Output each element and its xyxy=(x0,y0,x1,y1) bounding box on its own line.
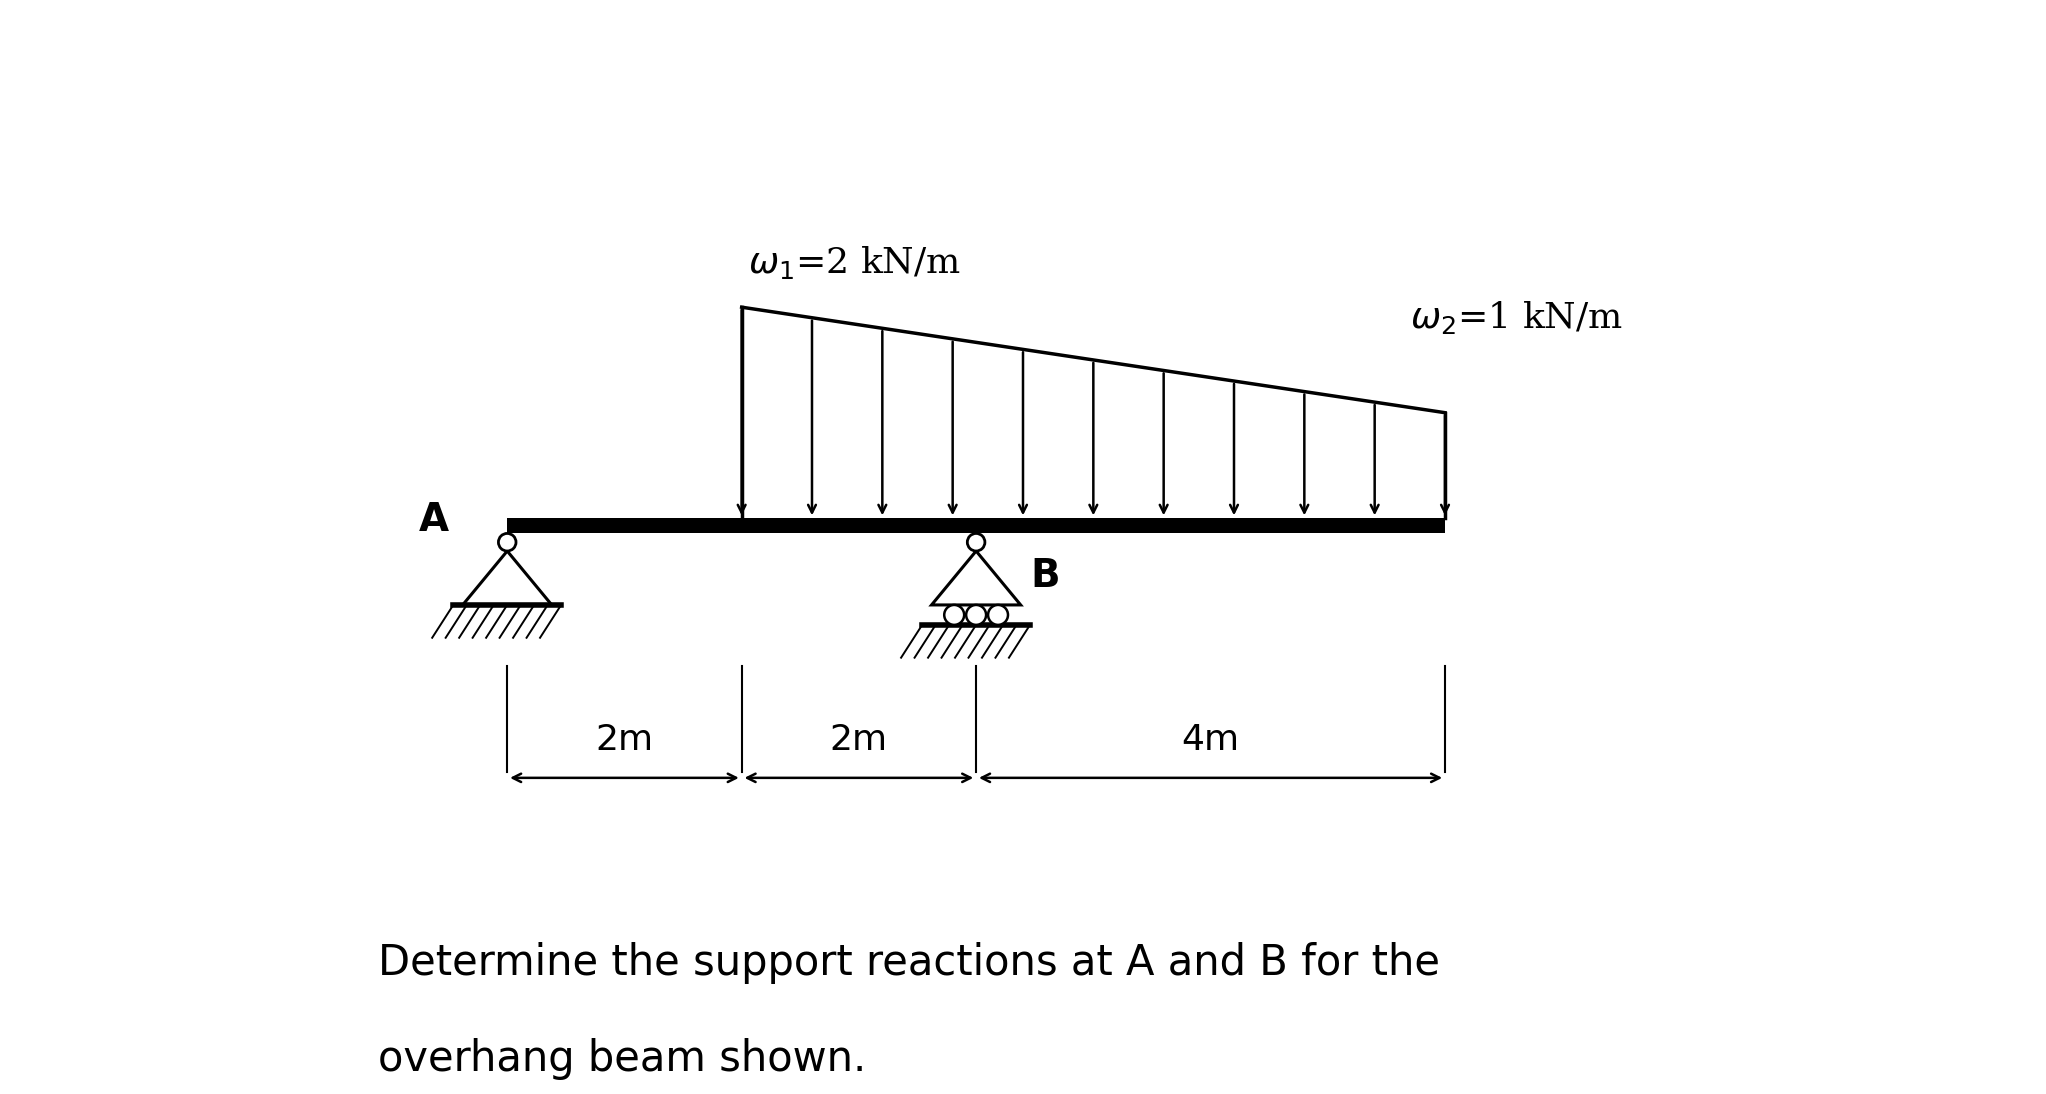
Text: Determine the support reactions at A and B for the: Determine the support reactions at A and… xyxy=(379,942,1440,984)
Text: overhang beam shown.: overhang beam shown. xyxy=(379,1038,868,1080)
Polygon shape xyxy=(462,551,552,605)
Circle shape xyxy=(966,605,986,625)
Text: $\omega_2$=1 kN/m: $\omega_2$=1 kN/m xyxy=(1410,300,1622,337)
Circle shape xyxy=(499,534,516,551)
Text: $\omega_1$=2 kN/m: $\omega_1$=2 kN/m xyxy=(747,244,960,281)
Circle shape xyxy=(968,534,984,551)
Text: B: B xyxy=(1029,557,1060,595)
Circle shape xyxy=(943,605,964,625)
Text: A: A xyxy=(419,501,448,539)
Text: 4m: 4m xyxy=(1181,723,1240,757)
Polygon shape xyxy=(931,551,1021,605)
Text: 2m: 2m xyxy=(595,723,653,757)
Polygon shape xyxy=(507,519,1444,534)
Circle shape xyxy=(988,605,1009,625)
Text: 2m: 2m xyxy=(831,723,888,757)
